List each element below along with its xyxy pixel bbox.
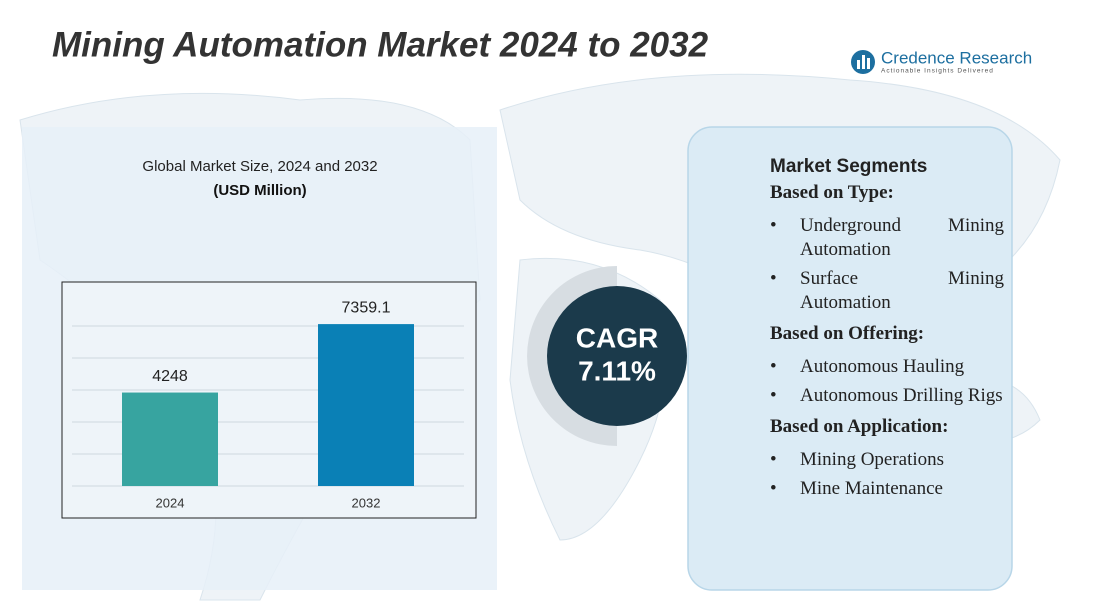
segment-heading: Based on Application:	[770, 416, 949, 437]
chart-subtitle: (USD Million)	[213, 182, 306, 199]
logo-name: Credence Research	[881, 48, 1032, 67]
segments: Market Segments Based on Type: Undergroun…	[770, 156, 1004, 509]
value-label: 4248	[152, 368, 188, 385]
segment-heading: Based on Type:	[770, 182, 894, 203]
cagr-label: CAGR	[576, 322, 658, 353]
logo: Credence Research Actionable Insights De…	[851, 48, 1032, 75]
segment-list: Mining Operations Mine Maintenance	[770, 448, 1004, 501]
x-tick-label: 2024	[156, 495, 185, 510]
segments-title: Market Segments	[770, 156, 928, 177]
bars: 2024 4248 2032 7359.1	[122, 299, 414, 510]
segment-item: Mine Maintenance	[770, 477, 1004, 501]
logo-tagline: Actionable Insights Delivered	[881, 68, 994, 75]
value-label: 7359.1	[342, 299, 391, 316]
segment-list: Underground Mining Automation Surface Min…	[770, 214, 1004, 315]
segment-item: Autonomous Drilling Rigs	[770, 384, 1004, 408]
bar	[122, 392, 218, 486]
segment-heading: Based on Offering:	[770, 323, 925, 344]
cagr-value: 7.11%	[578, 355, 656, 386]
segment-item: Surface Mining Automation	[770, 267, 1004, 315]
segment-item: Underground Mining Automation	[770, 214, 1004, 262]
segment-item: Autonomous Hauling	[770, 355, 1004, 379]
chart-title: Global Market Size, 2024 and 2032	[142, 158, 377, 175]
segment-item: Mining Operations	[770, 448, 1004, 472]
x-tick-label: 2032	[352, 495, 381, 510]
bar	[318, 324, 414, 486]
page-title: Mining Automation Market 2024 to 2032	[52, 25, 709, 64]
cagr-badge: CAGR 7.11%	[527, 266, 687, 446]
segment-list: Autonomous Hauling Autonomous Drilling Ri…	[770, 355, 1004, 408]
